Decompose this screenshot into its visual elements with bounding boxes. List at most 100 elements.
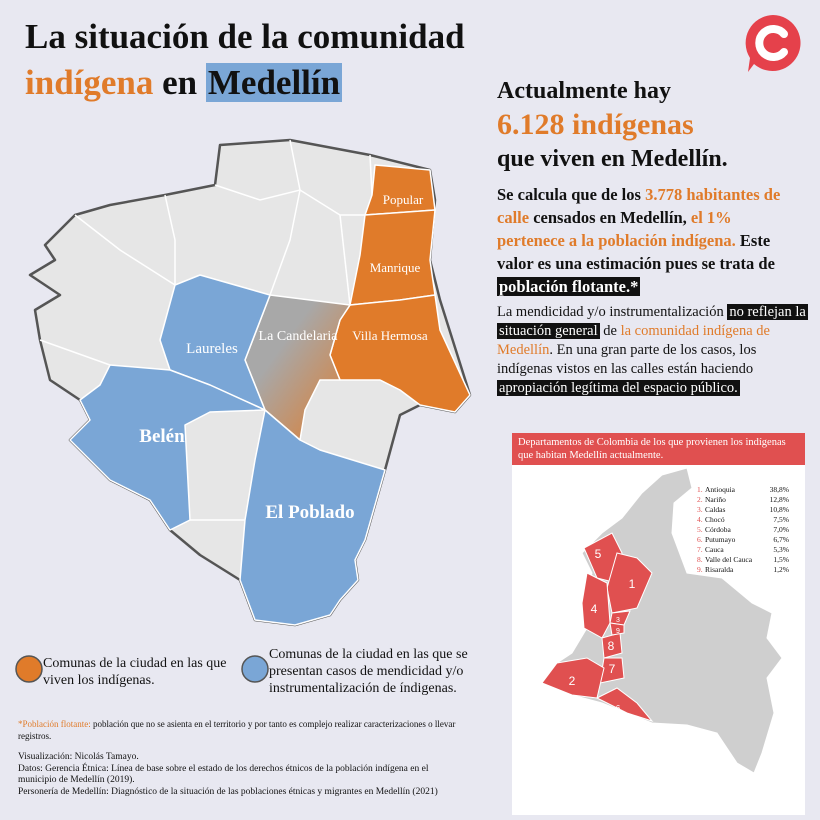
- rank-percent: 7,5%: [773, 515, 789, 524]
- border: [164, 194, 176, 285]
- swatch-blue: [241, 655, 269, 683]
- map-number: 8: [608, 639, 615, 653]
- rank-number: 8.: [697, 555, 703, 564]
- title-word: en: [162, 63, 198, 102]
- department: [595, 687, 654, 722]
- map-label: Laureles: [186, 341, 238, 357]
- mendicidad-text: La mendicidad y/o instrumentalización no…: [497, 303, 808, 398]
- rank-number: 3.: [697, 505, 703, 514]
- rank-percent: 12,8%: [769, 495, 789, 504]
- credit-text: Datos: Gerencia Étnica: Línea de base so…: [18, 763, 429, 786]
- rank-number: 5.: [697, 525, 703, 534]
- map-numbers: 1 2 3 4 5 6 7 8 9: [569, 547, 636, 713]
- text: La mendicidad y/o instrumentalización: [497, 304, 728, 320]
- legend-entry: Comunas de la ciudad en las que se prese…: [269, 647, 468, 696]
- rank-percent: 1,5%: [773, 555, 789, 564]
- rank-number: 6.: [697, 535, 703, 544]
- rank-number: 1.: [697, 485, 703, 494]
- map-label: Belén: [139, 426, 185, 447]
- border: [339, 214, 351, 306]
- panel-title: Departamentos de Colombia de los que pro…: [512, 433, 805, 465]
- rank-number: 7.: [697, 545, 703, 554]
- department: [609, 622, 625, 636]
- ranking-row: 6. Putumayo 6,7%: [697, 535, 789, 545]
- credit-text: Personería de Medellín: Diagnóstico de l…: [18, 786, 438, 797]
- rank-percent: 1,2%: [773, 565, 789, 574]
- ranking-row: 5. Córdoba 7,0%: [697, 525, 789, 535]
- map-label: El Poblado: [265, 502, 354, 523]
- rank-name: Nariño: [705, 495, 726, 504]
- rank-number: 4.: [697, 515, 703, 524]
- title-line: indígena en Medellín: [25, 60, 465, 106]
- estimate-text: Se calcula que de los 3.778 habitantes d…: [497, 183, 797, 298]
- map-borders: [39, 139, 373, 521]
- ranking-row: 4. Chocó 7,5%: [697, 515, 789, 525]
- rank-percent: 10,8%: [769, 505, 789, 514]
- title: La situación de la comunidad indígena en…: [25, 14, 465, 106]
- comuna-blue: [239, 409, 386, 626]
- legend-entry: Comunas de la ciudad en las que viven lo…: [43, 656, 227, 688]
- text-highlight: población flotante.*: [497, 277, 641, 296]
- text: de: [599, 323, 621, 339]
- ranking-row: 1. Antioquia 38,8%: [697, 485, 789, 495]
- map-number: 7: [609, 662, 616, 676]
- border: [39, 339, 111, 366]
- rank-name: Caldas: [705, 505, 726, 514]
- border: [74, 214, 176, 286]
- credits: Visualización: Nicolás Tamayo. Datos: Ger…: [18, 752, 458, 798]
- text: Se calcula que de los: [497, 185, 646, 204]
- logo: [745, 15, 801, 72]
- stats-line: que viven en Medellín.: [497, 146, 728, 172]
- text: censados en Medellín,: [529, 208, 691, 227]
- swatch-orange: [15, 655, 43, 683]
- credit-line: Visualización: Nicolás Tamayo.: [18, 752, 458, 764]
- logo-c: [755, 25, 788, 61]
- ranking-row: 9. Risaralda 1,2%: [697, 565, 789, 575]
- map-number: 6: [616, 704, 621, 713]
- map-number: 2: [569, 674, 576, 688]
- title-word: indígena: [25, 63, 154, 102]
- ranking-row: 3. Caldas 10,8%: [697, 505, 789, 515]
- rank-name: Risaralda: [705, 565, 734, 574]
- text: . En una gran parte de los casos, los in…: [497, 342, 757, 377]
- footnote-term: *Población flotante:: [18, 719, 91, 729]
- colombia-panel: Departamentos de Colombia de los que pro…: [512, 433, 805, 815]
- comuna-orange: [364, 164, 436, 216]
- rank-number: 9.: [697, 565, 703, 574]
- rank-number: 2.: [697, 495, 703, 504]
- logo-bubble: [745, 15, 801, 72]
- ranking-row: 2. Nariño 12,8%: [697, 495, 789, 505]
- footnote-text: población que no se asienta en el territ…: [18, 719, 456, 741]
- map-label: Manrique: [370, 260, 421, 275]
- text-highlight: el 1% pertenece a la población indígena.: [497, 208, 736, 250]
- departments: [541, 532, 654, 722]
- comuna-blue: [69, 364, 266, 531]
- map-label: Villa Hermosa: [352, 328, 428, 343]
- stats: Actualmente hay 6.128 indígenas que vive…: [497, 74, 728, 176]
- credit-line: Datos: Gerencia Étnica: Línea de base so…: [18, 764, 458, 787]
- title-line: La situación de la comunidad: [25, 17, 465, 56]
- map-number: 5: [595, 547, 602, 561]
- credit-text: Visualización: Nicolás Tamayo.: [18, 752, 139, 762]
- stats-highlight: 6.128 indígenas: [497, 108, 694, 141]
- title-word: Medellín: [205, 63, 343, 102]
- border: [369, 154, 373, 196]
- rank-name: Cauca: [705, 545, 724, 554]
- map-label: Popular: [383, 192, 424, 207]
- ranking-row: 7. Cauca 5,3%: [697, 545, 789, 555]
- rank-percent: 5,3%: [773, 545, 789, 554]
- map-number: 1: [629, 577, 636, 591]
- text-highlight: 3.778 habitantes de calle: [497, 185, 781, 227]
- map-number: 3: [616, 617, 620, 624]
- rank-name: Antioquia: [705, 485, 735, 494]
- rank-name: Putumayo: [705, 535, 736, 544]
- map-number: 4: [591, 602, 598, 616]
- medellin-map: Popular Manrique Villa Hermosa La Candel…: [28, 138, 472, 627]
- text-highlight: la comunidad indígena de Medellín: [497, 323, 770, 358]
- stats-line: Actualmente hay: [497, 78, 671, 104]
- rank-name: Chocó: [705, 515, 725, 524]
- footnote: *Población flotante: población que no se…: [18, 718, 458, 742]
- ranking-row: 8. Valle del Cauca 1,5%: [697, 555, 789, 565]
